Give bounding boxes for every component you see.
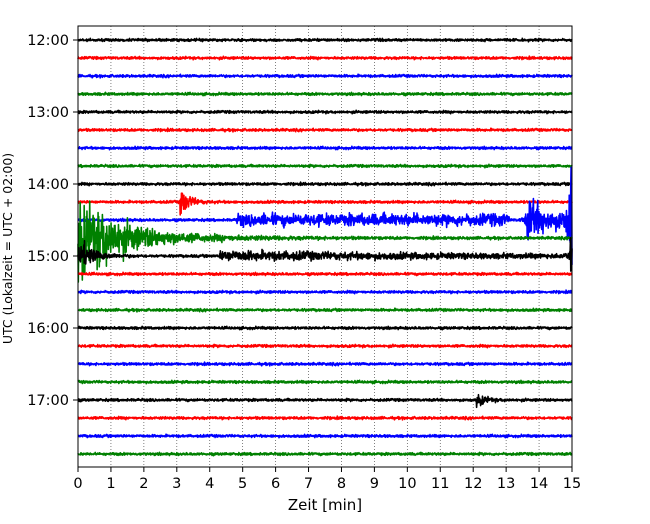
trace-line xyxy=(77,73,573,79)
x-tick-label: 7 xyxy=(304,476,313,492)
x-ticks: 0 1 2 3 4 5 6 7 8 9 10 11 12 13 14 15 xyxy=(73,467,581,492)
y-tick-label: 12:00 xyxy=(27,33,69,49)
x-axis-label: Zeit [min] xyxy=(288,496,362,514)
trace-line xyxy=(77,361,573,367)
trace-line xyxy=(77,55,573,61)
x-tick-label: 10 xyxy=(398,476,416,492)
trace-line xyxy=(77,289,573,295)
trace-line xyxy=(77,415,573,421)
x-tick-label: 2 xyxy=(139,476,148,492)
x-tick-label: 5 xyxy=(238,476,247,492)
x-tick-label: 1 xyxy=(106,476,115,492)
trace-line xyxy=(77,166,573,265)
y-tick-label: 15:00 xyxy=(27,249,69,265)
x-tick-label: 15 xyxy=(563,476,581,492)
x-tick-label: 8 xyxy=(337,476,346,492)
x-tick-label: 0 xyxy=(73,476,82,492)
traces-layer xyxy=(77,37,573,457)
y-tick-label: 17:00 xyxy=(27,393,69,409)
trace-line xyxy=(77,343,573,349)
trace-line xyxy=(77,91,573,97)
y-axis-label: UTC (Lokalzeit = UTC + 02:00) xyxy=(0,153,15,344)
trace-line xyxy=(77,192,573,216)
x-tick-label: 13 xyxy=(497,476,515,492)
y-tick-label: 16:00 xyxy=(27,321,69,337)
x-tick-label: 14 xyxy=(530,476,548,492)
trace-line xyxy=(77,181,573,187)
trace-line xyxy=(77,37,573,43)
trace-line xyxy=(77,433,573,439)
x-tick-label: 6 xyxy=(271,476,280,492)
trace-line xyxy=(77,200,573,283)
trace-line xyxy=(77,145,573,151)
trace-line xyxy=(77,127,573,133)
trace-line xyxy=(77,271,573,277)
y-ticks: 12:00 13:00 14:00 15:00 16:00 17:00 xyxy=(27,33,78,409)
y-tick-label: 13:00 xyxy=(27,105,69,121)
trace-line xyxy=(77,379,573,385)
trace-line xyxy=(77,109,573,115)
x-tick-label: 9 xyxy=(370,476,379,492)
x-tick-label: 3 xyxy=(172,476,181,492)
trace-line xyxy=(77,393,573,409)
x-tick-label: 4 xyxy=(205,476,214,492)
trace-line xyxy=(77,163,573,169)
y-tick-label: 14:00 xyxy=(27,177,69,193)
trace-line xyxy=(77,325,573,331)
x-tick-label: 12 xyxy=(464,476,482,492)
trace-line xyxy=(77,237,573,272)
x-tick-label: 11 xyxy=(431,476,449,492)
plot-frame xyxy=(77,25,573,468)
trace-line xyxy=(77,451,573,457)
trace-line xyxy=(77,307,573,313)
